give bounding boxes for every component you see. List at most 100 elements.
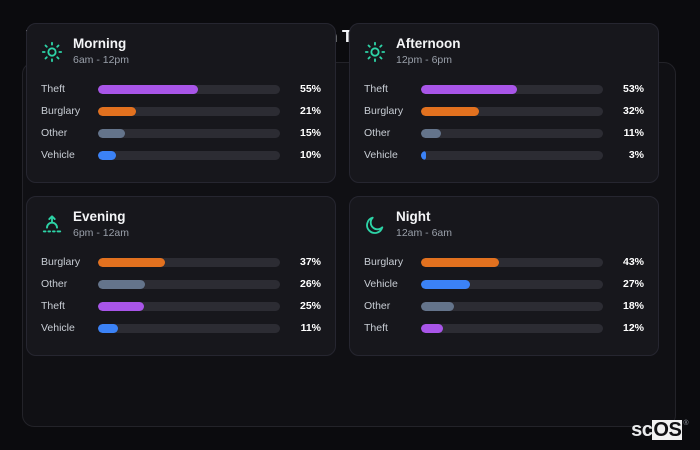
card-title: Morning bbox=[73, 36, 127, 51]
bar-fill bbox=[421, 150, 427, 160]
bar-row-value: 55% bbox=[299, 83, 321, 96]
scos-logo: sc OS ® bbox=[631, 420, 688, 440]
bar-row: Burglary 32% bbox=[364, 104, 644, 118]
bar-track bbox=[421, 84, 603, 94]
bar-track bbox=[98, 106, 280, 116]
logo-mark: OS bbox=[652, 419, 683, 441]
time-card-evening[interactable]: Evening 6pm - 12am Burglary 37% Other 26% Thef… bbox=[26, 196, 336, 356]
sun-icon bbox=[364, 41, 386, 63]
card-title: Night bbox=[396, 209, 431, 224]
card-title: Evening bbox=[73, 209, 126, 224]
card-header: Evening 6pm - 12am bbox=[41, 209, 321, 239]
card-header-text: Afternoon 12pm - 6pm bbox=[396, 36, 461, 66]
bar-row-value: 27% bbox=[622, 278, 644, 291]
card-header: Night 12am - 6am bbox=[364, 209, 644, 239]
bar-fill bbox=[98, 150, 117, 160]
bar-row-label: Other bbox=[364, 127, 391, 140]
bar-row-label: Theft bbox=[364, 322, 388, 335]
bar-row: Theft 55% bbox=[41, 82, 321, 96]
card-header-text: Evening 6pm - 12am bbox=[73, 209, 130, 239]
bar-track bbox=[98, 323, 280, 333]
registered-trademark-icon: ® bbox=[683, 420, 688, 427]
bar-track bbox=[98, 257, 280, 267]
bar-row-label: Theft bbox=[41, 300, 65, 313]
bar-row: Other 18% bbox=[364, 299, 644, 313]
bar-row-label: Vehicle bbox=[364, 278, 398, 291]
bar-row-label: Other bbox=[364, 300, 391, 313]
bar-track bbox=[421, 301, 603, 311]
bar-fill bbox=[98, 279, 146, 289]
bar-fill bbox=[421, 323, 443, 333]
bar-track bbox=[98, 279, 280, 289]
bar-fill bbox=[421, 128, 442, 138]
bar-track bbox=[421, 128, 603, 138]
bar-row-label: Vehicle bbox=[41, 149, 75, 162]
card-time-range: 12am - 6am bbox=[396, 226, 453, 239]
card-time-range: 12pm - 6pm bbox=[396, 53, 453, 66]
card-time-range: 6am - 12pm bbox=[73, 53, 130, 66]
bar-row: Other 26% bbox=[41, 277, 321, 291]
card-header-text: Morning 6am - 12pm bbox=[73, 36, 130, 66]
bar-row-label: Vehicle bbox=[364, 149, 398, 162]
bar-row-value: 43% bbox=[622, 256, 644, 269]
bar-row-label: Burglary bbox=[41, 105, 81, 118]
bar-track bbox=[98, 301, 280, 311]
bar-row: Vehicle 3% bbox=[364, 148, 644, 162]
bar-track bbox=[421, 323, 603, 333]
time-of-day-card-grid: Morning 6am - 12pm Theft 55% Burglary 21% Othe… bbox=[26, 23, 680, 356]
bar-row-label: Theft bbox=[41, 83, 65, 96]
bar-row-value: 25% bbox=[299, 300, 321, 313]
bar-row-value: 18% bbox=[622, 300, 644, 313]
bar-row-label: Other bbox=[41, 127, 68, 140]
bar-row-label: Burglary bbox=[364, 105, 404, 118]
bar-row: Vehicle 10% bbox=[41, 148, 321, 162]
card-time-range: 6pm - 12am bbox=[73, 226, 130, 239]
bar-fill bbox=[421, 106, 480, 116]
bar-row: Theft 53% bbox=[364, 82, 644, 96]
bar-row: Other 11% bbox=[364, 126, 644, 140]
card-header: Morning 6am - 12pm bbox=[41, 36, 321, 66]
bar-fill bbox=[421, 84, 518, 94]
bar-fill bbox=[98, 301, 144, 311]
bar-row-value: 15% bbox=[299, 127, 321, 140]
bar-row: Theft 12% bbox=[364, 321, 644, 335]
bar-row-value: 53% bbox=[622, 83, 644, 96]
bar-row-value: 11% bbox=[623, 127, 644, 140]
bar-row-label: Vehicle bbox=[41, 322, 75, 335]
bar-row-label: Burglary bbox=[41, 256, 81, 269]
bar-fill bbox=[98, 84, 199, 94]
bar-track bbox=[98, 84, 280, 94]
sun-icon bbox=[41, 41, 63, 63]
time-card-afternoon[interactable]: Afternoon 12pm - 6pm Theft 53% Burglary 32% Ot… bbox=[349, 23, 659, 183]
bar-row: Other 15% bbox=[41, 126, 321, 140]
bar-track bbox=[421, 279, 603, 289]
bar-row: Burglary 21% bbox=[41, 104, 321, 118]
bar-track bbox=[421, 150, 603, 160]
bar-fill bbox=[421, 301, 454, 311]
bar-row-list: Burglary 37% Other 26% Theft 25% Vehicle 11% bbox=[41, 255, 321, 335]
bar-fill bbox=[98, 106, 137, 116]
moon-icon bbox=[364, 214, 386, 236]
sunset-icon bbox=[41, 214, 63, 236]
bar-row-value: 32% bbox=[622, 105, 644, 118]
bar-row-list: Theft 53% Burglary 32% Other 11% Vehicle 3% bbox=[364, 82, 644, 162]
time-card-morning[interactable]: Morning 6am - 12pm Theft 55% Burglary 21% Othe… bbox=[26, 23, 336, 183]
bar-row-value: 10% bbox=[299, 149, 321, 162]
bar-track bbox=[421, 106, 603, 116]
bar-track bbox=[98, 150, 280, 160]
logo-prefix: sc bbox=[631, 419, 653, 441]
bar-row-list: Theft 55% Burglary 21% Other 15% Vehicle 10% bbox=[41, 82, 321, 162]
bar-row-value: 11% bbox=[300, 322, 321, 335]
bar-row-value: 12% bbox=[622, 322, 644, 335]
bar-row: Vehicle 11% bbox=[41, 321, 321, 335]
bar-row: Burglary 37% bbox=[41, 255, 321, 269]
bar-fill bbox=[421, 257, 500, 267]
bar-row-value: 21% bbox=[299, 105, 321, 118]
bar-row-value: 3% bbox=[628, 149, 644, 162]
bar-track bbox=[98, 128, 280, 138]
bar-row: Burglary 43% bbox=[364, 255, 644, 269]
card-header: Afternoon 12pm - 6pm bbox=[364, 36, 644, 66]
bar-row-list: Burglary 43% Vehicle 27% Other 18% Theft 12% bbox=[364, 255, 644, 335]
bar-row-value: 26% bbox=[299, 278, 321, 291]
time-card-night[interactable]: Night 12am - 6am Burglary 43% Vehicle 27% Othe… bbox=[349, 196, 659, 356]
